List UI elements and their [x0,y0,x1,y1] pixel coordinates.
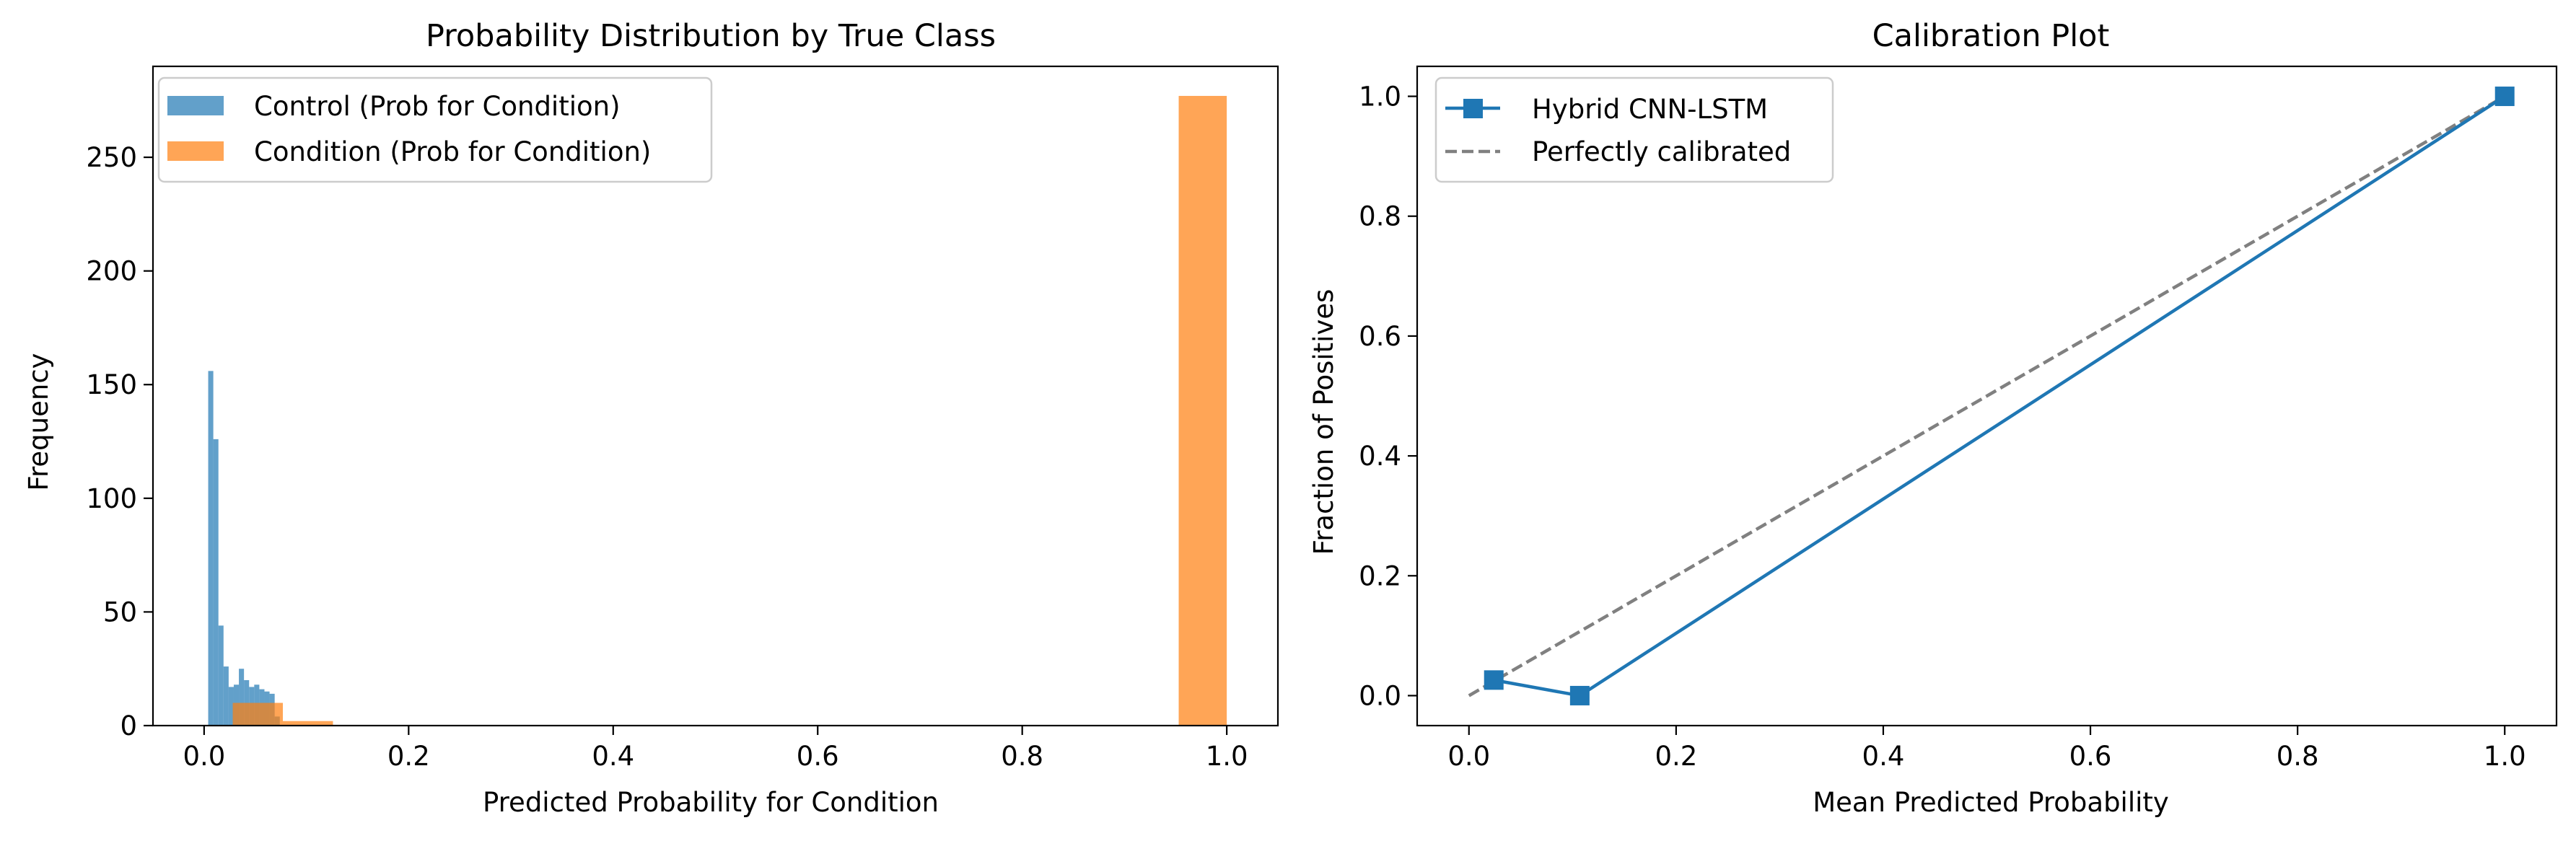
histogram-x-tick-label: 0.2 [387,741,430,772]
histogram-bar [213,439,219,726]
histogram-bar [282,721,333,726]
histogram-y-tick-label: 100 [86,483,137,514]
calibration-legend: Hybrid CNN-LSTM Perfectly calibrated [1434,76,1834,183]
calibration-x-tick-label: 0.6 [2069,741,2112,772]
calibration-y-tick-label: 1.0 [1359,82,1401,113]
histogram-panel: Probability Distribution by True Class 0… [23,18,1279,818]
calibration-point [1569,685,1590,705]
histogram-title: Probability Distribution by True Class [426,18,996,54]
histogram-y-tick-label: 50 [103,596,137,628]
calibration-series-perfectly-calibrated [1468,94,2506,697]
histogram-legend: Control (Prob for Condition) Condition (… [157,76,713,183]
legend-swatch-control [167,96,224,115]
calibration-y-tick-label: 0.2 [1359,560,1401,591]
calibration-x-tick-label: 0.2 [1655,741,1697,772]
histogram-y-tick-label: 200 [86,256,137,287]
histogram-series-control-prob-for-condition [208,371,280,726]
legend-label-condition: Condition (Prob for Condition) [254,136,651,167]
calibration-x-tick-label: 1.0 [2484,741,2526,772]
calibration-legend-frame [1434,76,1834,183]
histogram-legend-frame [157,76,713,183]
histogram-y-tick-label: 150 [86,369,137,400]
calibration-x-tick-label: 0.0 [1447,741,1490,772]
histogram-bar [1178,95,1227,726]
calibration-series-hybrid-cnn-lstm [1484,87,2515,705]
histogram-x-axis-label: Predicted Probability for Condition [483,787,939,818]
legend-label-control: Control (Prob for Condition) [254,91,621,122]
legend-marker-hybrid-cnn-lstm [1463,99,1483,118]
calibration-x-axis-label: Mean Predicted Probability [1813,787,2169,818]
histogram-bar [239,669,245,726]
calibration-title: Calibration Plot [1872,18,2110,54]
calibration-point [2494,87,2515,107]
histogram-x-tick-label: 1.0 [1206,741,1248,772]
calibration-y-tick-label: 0.4 [1359,441,1401,472]
histogram-bar [228,687,234,726]
calibration-x-tick-label: 0.4 [1862,741,1905,772]
calibration-axes-frame [1416,65,2558,727]
histogram-series-condition-prob-for-condition [232,95,1227,726]
histogram-x-tick-label: 0.8 [1001,741,1043,772]
histogram-bar [218,625,224,726]
calibration-y-tick-label: 0.8 [1359,201,1401,232]
legend-label-hybrid-cnn-lstm: Hybrid CNN-LSTM [1532,94,1768,125]
calibration-y-tick-label: 0.6 [1359,321,1401,352]
histogram-x-tick-label: 0.0 [183,741,225,772]
calibration-line-hybrid-cnn-lstm [1493,94,2506,697]
calibration-panel: Calibration Plot 0.0 0.2 0.4 0.6 0.8 1.00.00.… [1308,18,2558,818]
calibration-y-axis-label: Fraction of Positives [1308,289,1339,555]
legend-label-perfectly-calibrated: Perfectly calibrated [1532,136,1791,167]
histogram-y-axis-label: Frequency [23,353,54,490]
legend-swatch-condition [167,141,224,161]
calibration-y-tick-label: 0.0 [1359,680,1401,711]
histogram-axes-frame [152,65,1279,727]
histogram-y-tick-label: 0 [120,710,137,741]
histogram-bar [223,666,229,726]
histogram-plot-area: 0.0 0.2 0.4 0.6 0.8 1.0 0 50 100 150 200 250 [86,65,1279,772]
calibration-line-perfectly-calibrated [1468,94,2506,697]
histogram-x-tick-label: 0.4 [592,741,634,772]
histogram-x-tick-label: 0.6 [797,741,839,772]
calibration-point [1484,670,1504,690]
calibration-plot-area: 0.0 0.2 0.4 0.6 0.8 1.0 0.0 0.2 0.4 0.6 0.8 1.0 [1359,65,2558,772]
calibration-x-tick-label: 0.8 [2277,741,2319,772]
histogram-y-tick-label: 250 [86,142,137,173]
histogram-bar [208,371,214,726]
histogram-bar [232,703,283,726]
